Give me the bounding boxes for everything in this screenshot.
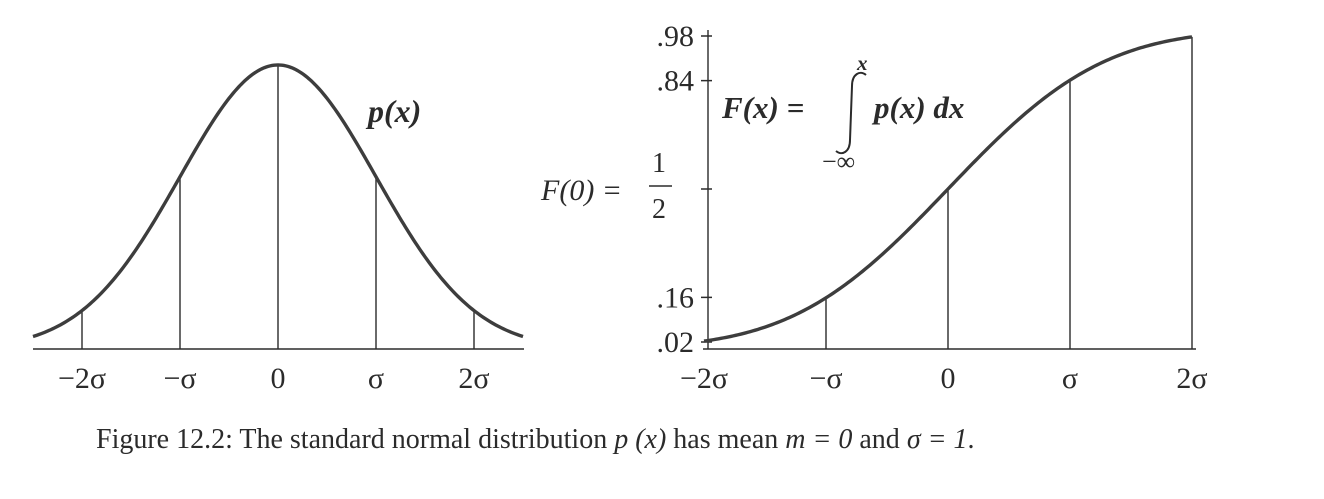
right-x-tick-label: −σ — [809, 362, 842, 395]
right-x-tick-labels: −2σ −σ 0 σ 2σ — [680, 362, 1208, 395]
caption-mean: m = 0 — [785, 424, 853, 455]
integral-upper-limit: x — [856, 51, 868, 75]
right-x-tick-label: 2σ — [1176, 362, 1207, 395]
right-y-tick-label: .84 — [657, 65, 695, 98]
cumulative-curve — [703, 35, 1193, 343]
caption-prefix: Figure 12.2: The standard normal distrib… — [96, 424, 615, 455]
right-y-tick-label: .02 — [657, 326, 695, 359]
density-plot: −2σ −σ 0 σ 2σ p(x) — [32, 63, 524, 395]
left-x-tick-label: σ — [368, 362, 384, 395]
formula-rhs: p(x) dx — [871, 90, 964, 125]
left-x-tick-label: 2σ — [458, 362, 489, 395]
cdf-formula: F(x) = x −∞ p(x) dx — [721, 51, 964, 176]
cumulative-plot: .98 .84 .16 .02 −2σ −σ 0 σ 2σ F(x) = x −∞ p(x) … — [540, 20, 1208, 395]
density-curve-label: p(x) — [365, 93, 421, 129]
left-sigma-lines — [81, 64, 475, 349]
left-x-tick-label: 0 — [271, 362, 286, 395]
caption-end: . — [967, 424, 975, 455]
figure-canvas: −2σ −σ 0 σ 2σ p(x) .98 .84 .16 .02 −2σ −σ 0 σ 2σ F(… — [32, 20, 1208, 395]
half-annotation-denominator: 2 — [652, 194, 666, 225]
left-x-tick-label: −2σ — [58, 362, 106, 395]
right-x-tick-label: 0 — [941, 362, 956, 395]
density-curve — [32, 63, 524, 339]
half-annotation-numerator: 1 — [652, 148, 666, 179]
caption-sigma: σ = 1 — [906, 424, 968, 455]
caption-px: p (x) — [614, 424, 667, 455]
left-x-tick-label: −σ — [163, 362, 196, 395]
formula-lhs: F(x) = — [721, 90, 804, 125]
right-y-ticks: .98 .84 .16 .02 — [657, 20, 712, 359]
integral-sign-icon — [835, 71, 867, 155]
integral-lower-limit: −∞ — [822, 147, 855, 176]
half-annotation-lhs: F(0) = — [540, 174, 622, 207]
caption-and: and — [852, 424, 907, 455]
right-x-tick-label: −2σ — [680, 362, 728, 395]
right-x-tick-label: σ — [1062, 362, 1078, 395]
left-x-tick-labels: −2σ −σ 0 σ 2σ — [58, 362, 490, 395]
caption-middle: has mean — [666, 424, 786, 455]
right-y-tick-label: .16 — [657, 281, 695, 314]
figure-caption: Figure 12.2: The standard normal distrib… — [96, 424, 1296, 456]
right-sigma-lines — [825, 36, 1193, 349]
half-annotation: F(0) = 1 2 — [540, 148, 672, 225]
right-y-tick-label: .98 — [657, 20, 695, 53]
